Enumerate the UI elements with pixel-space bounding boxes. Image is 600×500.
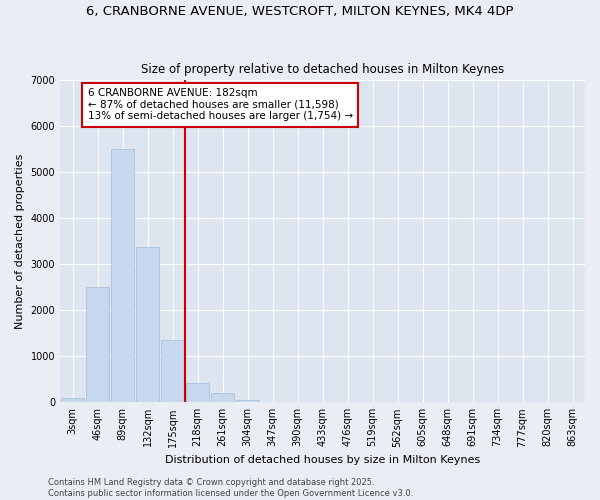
X-axis label: Distribution of detached houses by size in Milton Keynes: Distribution of detached houses by size … <box>165 455 480 465</box>
Text: Contains HM Land Registry data © Crown copyright and database right 2025.
Contai: Contains HM Land Registry data © Crown c… <box>48 478 413 498</box>
Text: 6, CRANBORNE AVENUE, WESTCROFT, MILTON KEYNES, MK4 4DP: 6, CRANBORNE AVENUE, WESTCROFT, MILTON K… <box>86 5 514 18</box>
Bar <box>111 149 134 403</box>
Bar <box>161 340 184 402</box>
Bar <box>136 246 159 402</box>
Y-axis label: Number of detached properties: Number of detached properties <box>15 154 25 329</box>
Text: 6 CRANBORNE AVENUE: 182sqm
← 87% of detached houses are smaller (11,598)
13% of : 6 CRANBORNE AVENUE: 182sqm ← 87% of deta… <box>88 88 353 122</box>
Bar <box>86 287 109 403</box>
Bar <box>211 393 234 402</box>
Bar <box>186 382 209 402</box>
Title: Size of property relative to detached houses in Milton Keynes: Size of property relative to detached ho… <box>141 63 504 76</box>
Bar <box>61 398 84 402</box>
Bar <box>236 400 259 402</box>
